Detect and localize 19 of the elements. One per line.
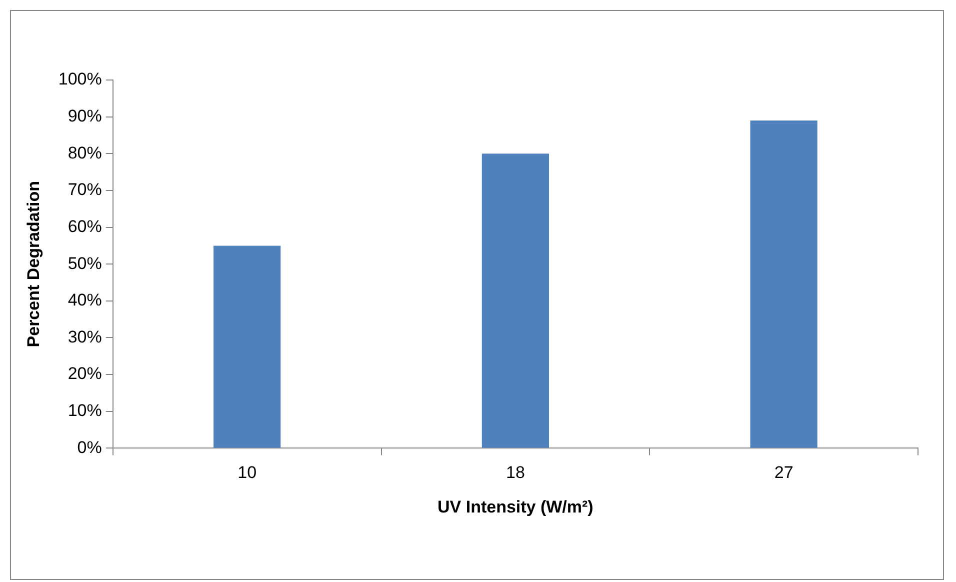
- bar: [750, 120, 818, 448]
- x-axis-title: UV Intensity (W/m²): [438, 497, 594, 516]
- y-tick-label: 20%: [68, 364, 102, 384]
- y-axis-title: Percent Degradation: [24, 180, 43, 348]
- y-tick-label: 10%: [68, 401, 102, 420]
- bar: [482, 154, 549, 448]
- y-tick-label: 100%: [58, 70, 102, 89]
- y-tick-label: 40%: [68, 290, 102, 310]
- bar: [214, 246, 281, 448]
- y-tick-label: 50%: [68, 254, 102, 273]
- y-tick-label: 0%: [77, 438, 102, 457]
- x-tick-label: 10: [238, 463, 257, 482]
- x-tick-label: 18: [506, 463, 525, 482]
- x-tick-label: 27: [774, 463, 794, 482]
- y-tick-label: 80%: [68, 143, 102, 162]
- y-tick-label: 70%: [68, 180, 102, 200]
- y-tick-label: 90%: [68, 106, 102, 126]
- y-tick-label: 60%: [68, 216, 102, 236]
- y-tick-label: 30%: [68, 327, 102, 346]
